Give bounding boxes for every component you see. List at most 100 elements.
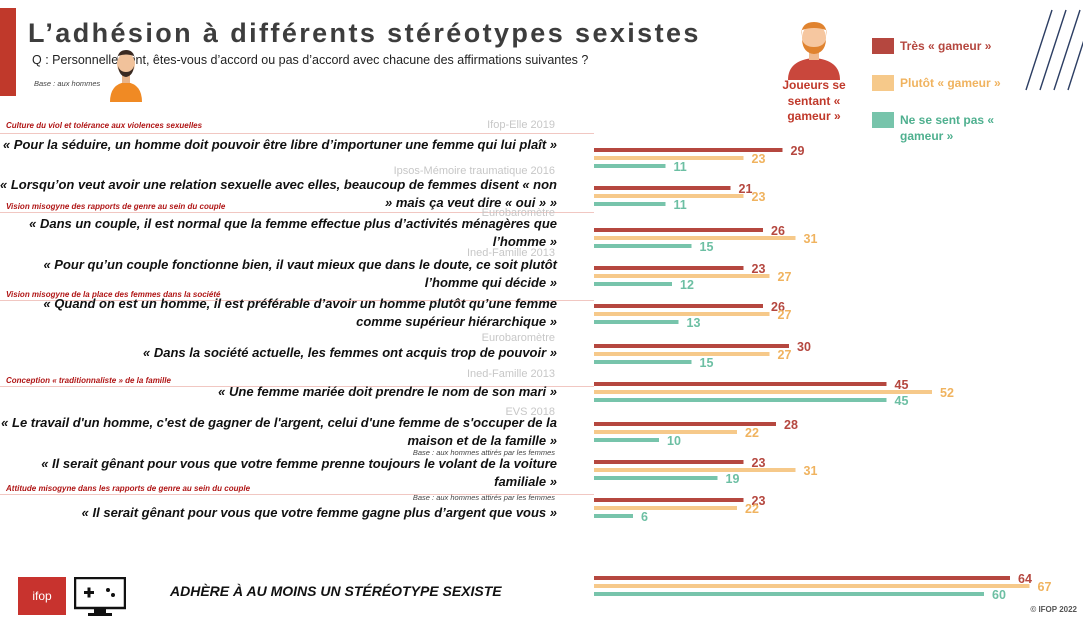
bar-plutot-4	[594, 312, 770, 316]
bar-value-label: 26	[771, 300, 785, 314]
copyright-note: © IFOP 2022	[1030, 605, 1077, 614]
legend-header: Joueurs se sentant « gameur »	[782, 78, 846, 124]
row-separator	[0, 212, 594, 213]
source-label: Eurobaromètre	[481, 332, 555, 344]
bar-plutot-7	[594, 430, 737, 434]
bar-tres-7	[594, 422, 776, 426]
bar-plutot-10	[594, 584, 1030, 588]
source-label: Ined-Famille 2013	[466, 247, 555, 259]
bar-plutot-1	[594, 194, 744, 198]
row-separator	[0, 386, 594, 387]
source-label: Ined-Famille 2013	[466, 368, 555, 380]
bar-value-label: 11	[674, 160, 687, 174]
bar-value-label: 15	[700, 240, 714, 254]
bar-pas-2	[594, 244, 692, 248]
legend-label-pas: Ne se sent pas « gameur »	[900, 113, 995, 144]
statement-label: « Une femme mariée doit prendre le nom d…	[218, 384, 557, 399]
bar-value-label: 15	[700, 356, 714, 370]
row-separator	[0, 494, 594, 495]
subbase-note: Base : aux hommes attirés par les femmes	[412, 448, 555, 457]
bar-value-label: 27	[778, 348, 792, 362]
source-label: Ipsos-Mémoire traumatique 2016	[393, 165, 555, 177]
legend-item-pas-gameur: Ne se sent pas « gameur »	[872, 112, 1010, 144]
ifop-logo-text: ifop	[32, 589, 52, 603]
statement-label: « Dans la société actuelle, les femmes o…	[143, 345, 557, 360]
bar-pas-3	[594, 282, 672, 286]
bar-plutot-5	[594, 352, 770, 356]
summary-label: ADHÈRE À AU MOINS UN STÉRÉOTYPE SEXISTE	[170, 583, 502, 599]
statement-label: « Pour la séduire, un homme doit pouvoir…	[2, 137, 557, 152]
bar-tres-8	[594, 460, 744, 464]
bar-tres-6	[594, 382, 887, 386]
bar-pas-10	[594, 592, 984, 596]
statement-label: « Lorsqu’on veut avoir une relation sexu…	[0, 177, 557, 210]
bar-value-label: 23	[752, 190, 766, 204]
bar-value-label: 67	[1038, 580, 1052, 594]
bar-value-label: 45	[895, 378, 909, 392]
bar-tres-5	[594, 344, 789, 348]
statement-label: « Dans un couple, il est normal que la f…	[29, 216, 557, 249]
bar-tres-9	[594, 498, 744, 502]
category-label: Culture du viol et tolérance aux violenc…	[6, 121, 203, 130]
survey-question: Q : Personnellement, êtes-vous d’accord …	[32, 53, 589, 67]
legend-item-plutot-gameur: Plutôt « gameur »	[872, 75, 1010, 91]
page-title: L’adhésion à différents stéréotypes sexi…	[28, 18, 701, 48]
ifop-logo: ifop	[18, 577, 66, 615]
bar-value-label: 10	[667, 434, 681, 448]
legend-swatch-plutot	[872, 75, 894, 91]
bar-value-label: 52	[940, 386, 954, 400]
bar-value-label: 23	[752, 494, 766, 508]
bar-plutot-3	[594, 274, 770, 278]
gamer-avatar-icon	[788, 22, 840, 80]
statement-label: « Il serait gênant pour vous que votre f…	[81, 505, 557, 520]
legend-label-tres: Très « gameur »	[900, 39, 992, 53]
bar-value-label: 23	[752, 262, 766, 276]
bar-value-label: 19	[726, 472, 740, 486]
bar-value-label: 64	[1018, 572, 1032, 586]
title-accent-bar	[0, 8, 16, 96]
base-note: Base : aux hommes	[34, 79, 101, 88]
bar-pas-4	[594, 320, 679, 324]
bar-tres-4	[594, 304, 763, 308]
bar-value-label: 26	[771, 224, 785, 238]
bar-pas-0	[594, 164, 666, 168]
bar-pas-7	[594, 438, 659, 442]
bar-value-label: 12	[680, 278, 694, 292]
bar-value-label: 13	[687, 316, 701, 330]
source-label: EVS 2018	[505, 406, 555, 418]
source-label: Eurobaromètre	[481, 207, 555, 219]
category-label: Vision misogyne des rapports de genre au…	[6, 202, 226, 211]
bar-value-label: 23	[752, 152, 766, 166]
legend-label-plutot: Plutôt « gameur »	[900, 76, 1001, 90]
bar-tres-0	[594, 148, 783, 152]
statement-label: « Il serait gênant pour vous que votre f…	[41, 456, 557, 489]
bar-value-label: 27	[778, 308, 792, 322]
legend-item-tres-gameur: Très « gameur »	[872, 38, 1010, 54]
bar-value-label: 29	[791, 144, 805, 158]
bar-tres-10	[594, 576, 1010, 580]
bar-value-label: 23	[752, 456, 766, 470]
row-separator	[0, 300, 594, 301]
bar-value-label: 21	[739, 182, 753, 196]
bar-value-label: 31	[804, 464, 818, 478]
bar-value-label: 22	[745, 426, 759, 440]
row-separator	[0, 133, 594, 134]
bar-plutot-9	[594, 506, 737, 510]
statement-label: « Quand on est un homme, il est préférab…	[43, 296, 557, 329]
bar-pas-9	[594, 514, 633, 518]
bar-value-label: 28	[784, 418, 798, 432]
legend-swatch-pas	[872, 112, 894, 128]
bar-value-label: 45	[895, 394, 909, 408]
bar-pas-6	[594, 398, 887, 402]
bar-value-label: 31	[804, 232, 818, 246]
bar-value-label: 27	[778, 270, 792, 284]
bar-plutot-0	[594, 156, 744, 160]
bar-value-label: 60	[992, 588, 1006, 602]
source-label: Ifop-Elle 2019	[487, 119, 555, 131]
bar-value-label: 22	[745, 502, 759, 516]
bar-value-label: 6	[641, 510, 648, 524]
legend-swatch-tres	[872, 38, 894, 54]
statement-label: « Le travail d'un homme, c'est de gagner…	[1, 415, 557, 448]
statement-label: « Pour qu’un couple fonctionne bien, il …	[43, 257, 557, 290]
